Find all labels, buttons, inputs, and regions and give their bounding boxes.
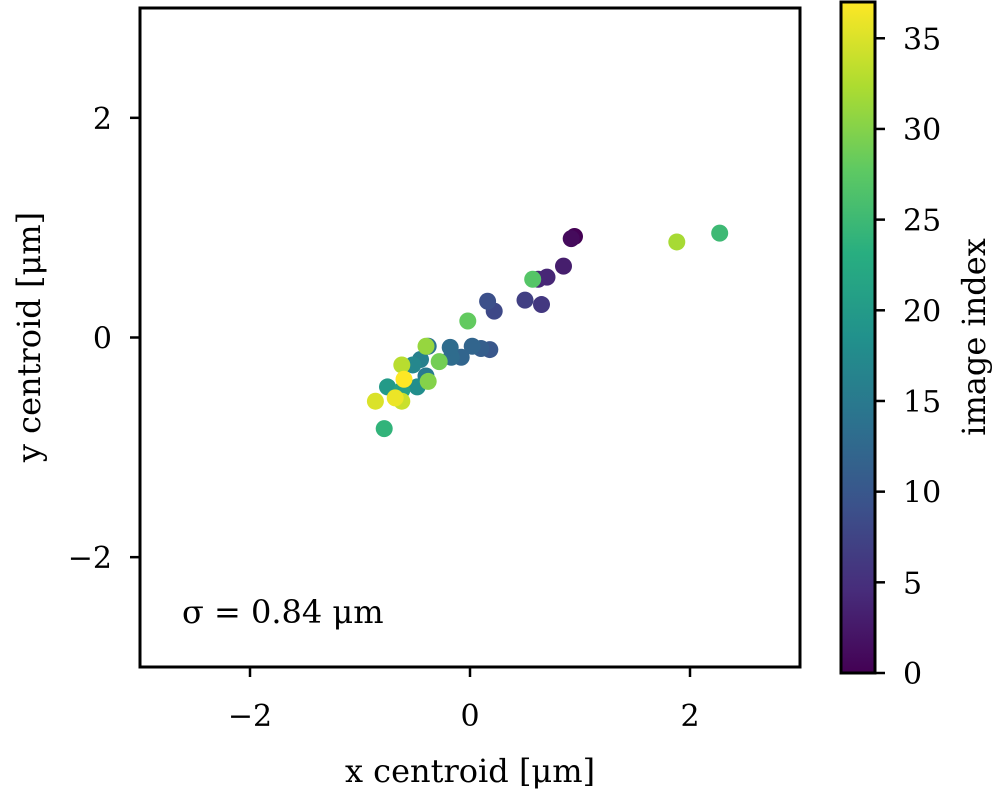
x-tick-label: 2	[680, 699, 699, 734]
colorbar-tick-label: 5	[903, 566, 922, 601]
sigma-annotation: σ = 0.84 μm	[182, 593, 384, 631]
colorbar-tick-label: 10	[903, 476, 941, 511]
data-points	[366, 224, 729, 438]
x-axis-label: x centroid [μm]	[345, 752, 595, 790]
y-axis-label: y centroid [μm]	[10, 212, 48, 463]
colorbar	[839, 0, 877, 675]
y-tick-label: 2	[93, 102, 112, 137]
data-point	[555, 257, 572, 275]
colorbar-tick-label: 15	[903, 385, 941, 420]
data-point	[375, 420, 393, 438]
colorbar-tick-label: 35	[903, 22, 941, 57]
colorbar-ticks: 0 5 10 15 20 25 30 35	[875, 22, 941, 692]
data-point	[366, 392, 384, 410]
y-axis-ticks: −2 0 2	[68, 102, 140, 576]
data-point	[479, 292, 497, 310]
data-point	[516, 291, 534, 309]
data-point	[393, 356, 411, 374]
data-point	[562, 230, 580, 248]
colorbar-tick-label: 30	[903, 113, 941, 148]
data-point	[419, 372, 437, 390]
data-point	[459, 312, 477, 330]
data-point	[386, 389, 404, 407]
x-tick-label: 0	[460, 699, 479, 734]
colorbar-tick-label: 0	[903, 657, 922, 692]
data-point	[711, 224, 729, 242]
data-point	[463, 337, 481, 355]
data-point	[430, 353, 448, 371]
data-point	[668, 233, 686, 251]
colorbar-tick-label: 25	[903, 204, 941, 239]
data-point	[417, 337, 435, 355]
data-point	[441, 338, 459, 356]
y-tick-label: −2	[68, 541, 112, 576]
x-tick-label: −2	[228, 699, 272, 734]
y-tick-label: 0	[93, 322, 112, 357]
x-axis-ticks: −2 0 2	[228, 667, 700, 734]
data-point	[395, 370, 413, 388]
data-point	[524, 270, 542, 288]
colorbar-tick-label: 20	[903, 294, 941, 329]
plot-area-frame	[138, 6, 802, 669]
data-point	[533, 296, 550, 314]
colorbar-label: image index	[955, 238, 993, 436]
